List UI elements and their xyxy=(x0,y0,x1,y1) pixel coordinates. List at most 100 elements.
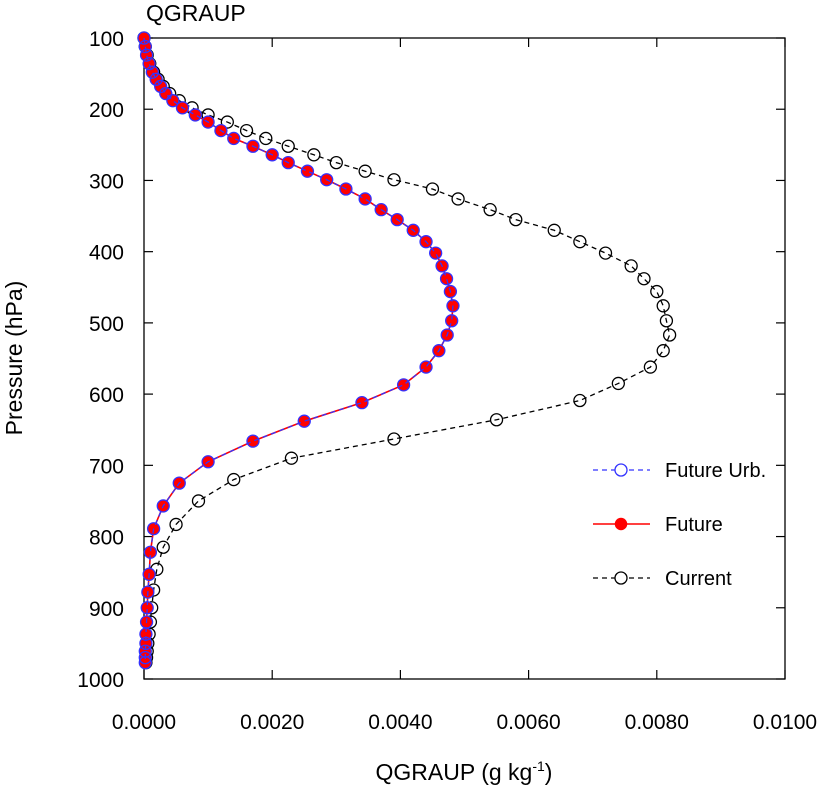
chart-title: QGRAUP xyxy=(146,0,246,26)
data-point-current xyxy=(662,328,677,342)
x-axis: 0.0000 0.0020 0.0040 0.0060 0.0080 0.0100 xyxy=(112,38,817,734)
data-point-current xyxy=(598,246,613,260)
x-tick-label: 0.0080 xyxy=(625,711,689,734)
y-tick-label: 600 xyxy=(89,384,124,407)
y-axis-title: Pressure (hPa) xyxy=(1,281,27,436)
data-point-future-urb xyxy=(156,499,170,513)
data-point-future-urb xyxy=(443,284,458,299)
data-point-future-urb xyxy=(358,192,372,206)
series-line-future-urb xyxy=(143,37,454,663)
data-point-current xyxy=(169,517,183,532)
data-point-current xyxy=(573,235,587,249)
x-axis-title-end: ) xyxy=(545,759,553,785)
data-point-current xyxy=(643,360,658,374)
data-point-future-urb xyxy=(246,139,260,153)
data-point-future-urb xyxy=(149,72,163,86)
legend-item-future: Future xyxy=(593,514,723,536)
data-point-future-urb xyxy=(419,235,433,249)
data-point-future-urb xyxy=(374,202,388,217)
x-tick-label: 0.0060 xyxy=(496,711,560,734)
data-point-current xyxy=(573,393,587,408)
x-tick-label: 0.0100 xyxy=(753,711,817,734)
y-tick-label: 700 xyxy=(89,455,124,478)
data-point-future-urb xyxy=(142,56,156,71)
data-point-future-urb xyxy=(396,378,411,392)
data-point-current xyxy=(637,272,651,286)
data-point-future-urb xyxy=(154,79,168,94)
y-tick-label: 500 xyxy=(89,313,124,336)
plot-frame xyxy=(143,37,786,680)
data-point-current xyxy=(425,182,440,196)
data-point-future-urb xyxy=(143,545,158,559)
data-point-future-urb xyxy=(227,131,241,146)
data-point-future-urb xyxy=(142,567,156,581)
y-tick-label: 300 xyxy=(89,170,124,193)
data-point-future-urb xyxy=(159,86,173,101)
x-axis-title-sup: -1 xyxy=(532,758,545,774)
data-point-current xyxy=(659,314,674,328)
data-point-current xyxy=(227,472,241,487)
data-point-current xyxy=(239,123,254,138)
data-point-future-urb xyxy=(139,627,153,641)
series-future xyxy=(137,31,460,669)
y-tick-label: 900 xyxy=(89,598,124,621)
data-point-future-urb xyxy=(435,259,449,273)
data-point-current xyxy=(624,259,638,273)
data-point-current xyxy=(259,131,273,146)
legend-label-future: Future xyxy=(665,514,723,536)
data-point-current xyxy=(284,451,299,465)
y-tick-label: 800 xyxy=(89,527,124,550)
data-point-future-urb xyxy=(446,299,460,313)
data-point-future-urb xyxy=(172,476,186,490)
data-point-future-urb xyxy=(138,650,152,665)
data-point-future-urb xyxy=(406,223,420,237)
data-point-current xyxy=(509,212,523,227)
data-point-current xyxy=(191,494,206,508)
y-axis: 100 200 300 400 500 600 700 800 900 1000 xyxy=(77,28,785,692)
x-tick-label: 0.0020 xyxy=(240,711,304,734)
series-future-urb xyxy=(137,31,460,670)
data-point-current xyxy=(387,173,401,187)
data-point-future-urb xyxy=(145,65,159,79)
data-point-future-urb xyxy=(445,314,459,328)
x-tick-label: 0.0000 xyxy=(112,711,176,734)
x-axis-title: QGRAUP (g kg-1) xyxy=(376,758,553,785)
data-point-current xyxy=(451,192,465,206)
series-line-future xyxy=(143,37,454,663)
data-point-future-urb xyxy=(419,360,433,374)
data-point-current xyxy=(358,164,372,178)
data-point-future-urb xyxy=(139,636,153,651)
data-point-future-urb xyxy=(141,585,155,599)
data-point-future-urb xyxy=(139,48,154,62)
data-point-future-urb xyxy=(214,123,228,138)
legend: Future Urb. Future Current xyxy=(593,460,766,590)
data-point-future-urb xyxy=(320,173,334,187)
data-point-current xyxy=(611,376,625,391)
data-point-future-urb xyxy=(175,101,190,115)
data-point-future-urb xyxy=(188,108,202,122)
data-point-future-urb xyxy=(439,272,454,286)
data-point-future-urb xyxy=(201,455,215,469)
data-point-current xyxy=(307,148,321,162)
x-axis-title-main: QGRAUP (g kg xyxy=(376,759,533,785)
data-point-future-urb xyxy=(140,601,154,615)
legend-label-current: Current xyxy=(665,568,732,590)
data-point-future-urb xyxy=(297,414,311,428)
data-point-future-urb xyxy=(138,655,152,670)
y-tick-label: 100 xyxy=(89,28,124,51)
data-point-future-urb xyxy=(355,396,369,410)
data-point-future-urb xyxy=(339,182,353,196)
data-point-future-urb xyxy=(166,94,180,108)
data-point-current xyxy=(547,223,561,237)
data-point-future-urb xyxy=(138,39,152,54)
data-point-future-urb xyxy=(432,344,446,358)
data-point-future-urb xyxy=(246,434,260,448)
y-tick-label: 400 xyxy=(89,242,124,265)
data-point-current xyxy=(220,115,234,129)
data-point-current xyxy=(650,284,664,299)
data-point-current xyxy=(329,155,343,170)
data-point-future-urb xyxy=(137,31,151,45)
data-point-future-urb xyxy=(281,155,295,170)
data-point-current xyxy=(656,299,670,313)
data-point-current xyxy=(483,202,497,217)
